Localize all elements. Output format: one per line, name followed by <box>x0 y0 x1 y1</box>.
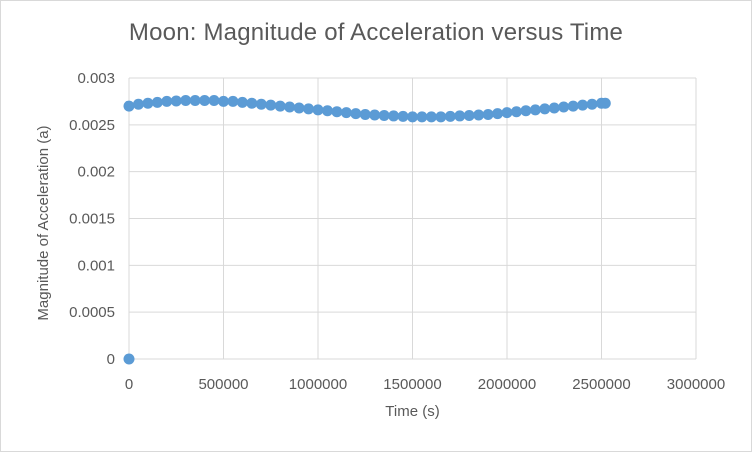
data-point <box>577 99 589 111</box>
data-point <box>520 105 532 117</box>
x-tick-label: 0 <box>125 376 133 393</box>
data-point <box>170 95 182 107</box>
data-point <box>416 111 428 123</box>
data-point <box>312 104 324 116</box>
data-point <box>529 104 541 116</box>
data-point <box>492 108 504 120</box>
data-point <box>599 97 611 109</box>
data-point <box>142 97 154 109</box>
y-tick-label: 0.0015 <box>69 211 115 228</box>
data-point <box>331 106 343 118</box>
data-point <box>208 94 220 106</box>
data-point <box>218 95 229 107</box>
data-point <box>236 96 248 108</box>
data-point <box>340 107 352 119</box>
data-point <box>255 98 267 110</box>
x-tick-label: 2000000 <box>478 376 536 393</box>
data-point <box>378 109 390 121</box>
y-tick-label: 0.0005 <box>69 304 115 321</box>
y-tick-label: 0.003 <box>77 70 115 87</box>
data-point <box>123 353 135 365</box>
data-point <box>123 100 135 112</box>
x-tick-label: 1000000 <box>289 376 347 393</box>
data-point <box>558 101 570 113</box>
data-point <box>444 110 456 122</box>
data-point <box>407 111 418 123</box>
data-point <box>425 111 437 123</box>
data-point <box>151 96 163 108</box>
data-point <box>435 111 447 123</box>
data-point <box>548 102 560 114</box>
data-point <box>265 99 277 111</box>
data-point <box>473 109 485 121</box>
data-point <box>350 108 362 120</box>
y-tick-label: 0.001 <box>77 257 115 274</box>
data-point <box>397 110 409 122</box>
data-point <box>388 110 400 122</box>
data-point <box>227 95 239 107</box>
data-point <box>180 94 192 106</box>
data-point <box>132 98 144 110</box>
data-point <box>567 100 579 112</box>
chart-title: Moon: Magnitude of Acceleration versus T… <box>128 19 624 46</box>
data-point <box>369 109 381 121</box>
data-point <box>454 110 466 122</box>
x-axis-title: Time (s) <box>385 403 440 420</box>
data-point <box>161 95 173 107</box>
data-point <box>510 106 522 118</box>
data-point <box>199 94 211 106</box>
y-tick-label: 0 <box>107 351 115 368</box>
x-tick-label: 2500000 <box>572 376 630 393</box>
y-tick-label: 0.002 <box>77 164 115 181</box>
data-point <box>293 102 305 114</box>
data-point <box>303 103 315 115</box>
data-point <box>586 98 598 110</box>
data-point <box>274 100 286 112</box>
data-point <box>482 109 494 121</box>
data-point <box>284 101 296 113</box>
x-tick-label: 500000 <box>198 376 248 393</box>
data-point <box>359 109 371 121</box>
x-tick-label: 3000000 <box>667 376 725 393</box>
data-point <box>501 107 513 119</box>
data-point <box>539 103 551 115</box>
y-axis-title: Magnitude of Acceleration (a) <box>35 125 52 321</box>
data-point <box>189 94 201 106</box>
x-tick-label: 1500000 <box>383 376 441 393</box>
data-point <box>246 97 258 109</box>
data-point <box>463 109 475 121</box>
data-point <box>321 105 333 117</box>
y-tick-label: 0.0025 <box>69 117 115 134</box>
